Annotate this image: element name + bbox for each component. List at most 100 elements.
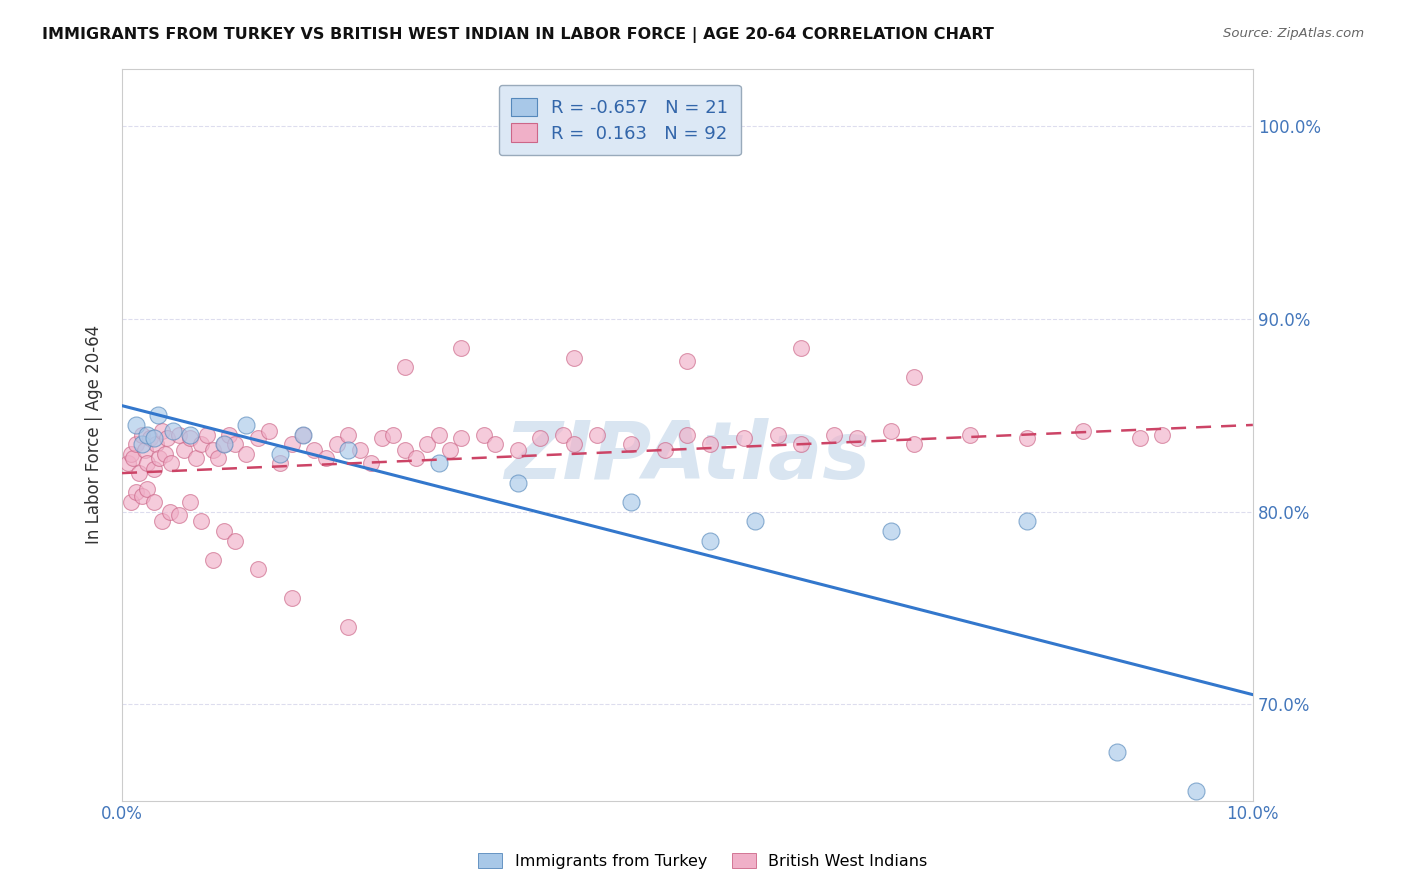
Point [1185,784,1208,798]
Point [427,427,450,442]
Point [212,437,235,451]
Point [136,457,159,471]
Point [903,437,925,451]
Point [382,427,405,442]
Point [131,437,153,451]
Point [148,450,170,465]
Point [620,437,643,451]
Point [450,432,472,446]
Point [235,417,257,432]
Point [179,495,201,509]
Point [394,360,416,375]
Point [450,341,472,355]
Point [766,427,789,442]
Point [159,505,181,519]
Point [167,508,190,523]
Point [124,485,146,500]
Point [142,495,165,509]
Point [744,514,766,528]
Legend: Immigrants from Turkey, British West Indians: Immigrants from Turkey, British West Ind… [472,847,934,875]
Point [195,427,218,442]
Point [506,475,529,490]
Point [472,427,495,442]
Point [150,514,173,528]
Point [150,424,173,438]
Point [1015,432,1038,446]
Point [654,442,676,457]
Point [257,424,280,438]
Point [201,442,224,457]
Point [586,427,609,442]
Point [224,437,246,451]
Point [212,524,235,538]
Point [484,437,506,451]
Point [218,427,240,442]
Text: IMMIGRANTS FROM TURKEY VS BRITISH WEST INDIAN IN LABOR FORCE | AGE 20-64 CORRELA: IMMIGRANTS FROM TURKEY VS BRITISH WEST I… [42,27,994,43]
Point [148,409,170,423]
Point [823,427,845,442]
Point [142,462,165,476]
Point [131,427,153,442]
Point [269,457,291,471]
Point [136,427,159,442]
Point [142,432,165,446]
Point [291,427,314,442]
Point [1015,514,1038,528]
Text: Source: ZipAtlas.com: Source: ZipAtlas.com [1223,27,1364,40]
Point [880,424,903,438]
Y-axis label: In Labor Force | Age 20-64: In Labor Force | Age 20-64 [86,325,103,544]
Point [291,427,314,442]
Point [145,437,167,451]
Point [699,533,721,548]
Point [212,437,235,451]
Point [184,450,207,465]
Point [128,466,150,480]
Point [136,482,159,496]
Point [959,427,981,442]
Point [506,442,529,457]
Point [156,432,179,446]
Point [371,432,394,446]
Point [207,450,229,465]
Point [427,457,450,471]
Point [246,562,269,576]
Point [349,442,371,457]
Point [124,417,146,432]
Point [179,427,201,442]
Point [280,591,302,606]
Point [1107,746,1129,760]
Point [134,442,156,457]
Point [620,495,643,509]
Point [337,442,360,457]
Point [131,489,153,503]
Point [246,432,269,446]
Point [235,447,257,461]
Point [394,442,416,457]
Point [224,533,246,548]
Point [159,457,181,471]
Point [269,447,291,461]
Point [167,427,190,442]
Point [190,514,212,528]
Point [405,450,427,465]
Point [304,442,326,457]
Point [564,437,586,451]
Point [120,447,142,461]
Point [676,354,699,368]
Point [416,437,439,451]
Point [337,620,360,634]
Point [789,437,811,451]
Point [846,432,869,446]
Point [280,437,302,451]
Point [733,432,755,446]
Point [153,447,176,461]
Point [1152,427,1174,442]
Point [789,341,811,355]
Point [139,432,162,446]
Point [179,432,201,446]
Point [120,495,142,509]
Point [162,424,184,438]
Legend: R = -0.657   N = 21, R =  0.163   N = 92: R = -0.657 N = 21, R = 0.163 N = 92 [499,85,741,155]
Point [551,427,574,442]
Point [337,427,360,442]
